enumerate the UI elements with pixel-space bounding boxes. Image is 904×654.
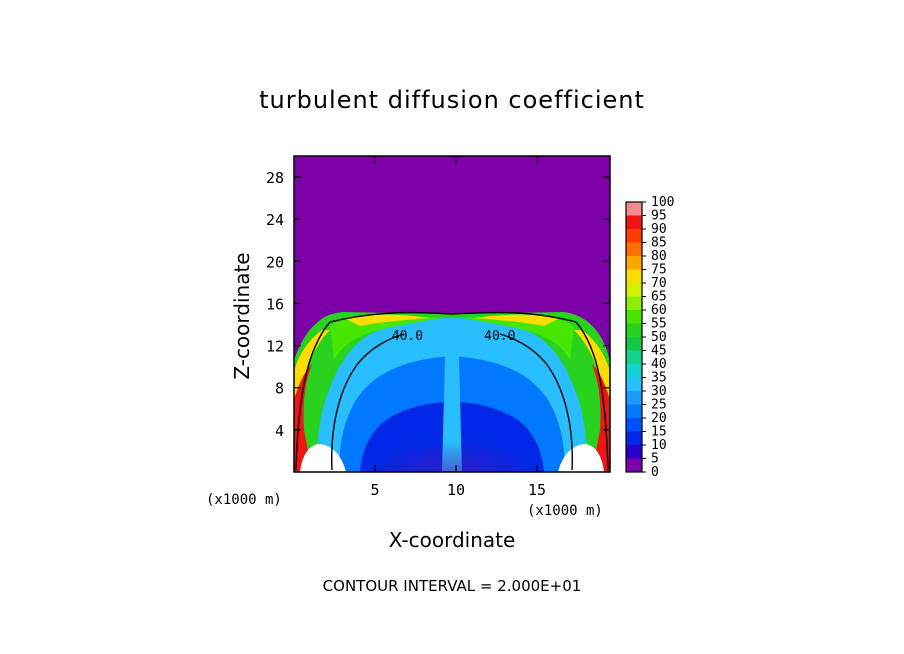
colorbar-level-label: 80 bbox=[651, 249, 667, 264]
colorbar-level-label: 40 bbox=[651, 357, 667, 372]
colorbar-level-label: 85 bbox=[651, 236, 667, 251]
ground-fade bbox=[380, 420, 524, 472]
colorbar-swatch bbox=[626, 431, 642, 445]
chart-title: turbulent diffusion coefficient bbox=[259, 86, 645, 114]
colorbar-level-label: 45 bbox=[651, 344, 667, 359]
colorbar-swatch bbox=[626, 310, 642, 324]
colorbar-swatch bbox=[626, 269, 642, 283]
colorbar-swatch bbox=[626, 458, 642, 472]
contour-value-label: 40.0 bbox=[392, 329, 423, 344]
x-tick-label: 10 bbox=[447, 481, 465, 499]
y-tick-label: 16 bbox=[266, 295, 284, 313]
colorbar-level-label: 55 bbox=[651, 317, 667, 332]
x-axis-label: X-coordinate bbox=[388, 528, 516, 552]
colorbar-swatch bbox=[626, 256, 642, 270]
contour-line-inner-left bbox=[331, 333, 405, 471]
upper-arm-right bbox=[464, 315, 574, 360]
colorbar-swatch bbox=[626, 391, 642, 405]
colorbar-swatch bbox=[626, 445, 642, 459]
colorbar-level-label: 35 bbox=[651, 371, 667, 386]
diffusion-field bbox=[294, 156, 610, 472]
colorbar-level-label: 60 bbox=[651, 303, 667, 318]
y-tick-label: 12 bbox=[266, 338, 284, 356]
colorbar-swatch bbox=[626, 215, 642, 229]
contour-label-group: 40.0 40.0 bbox=[392, 329, 516, 344]
colorbar-swatch bbox=[626, 229, 642, 243]
colorbar-level-label: 90 bbox=[651, 222, 667, 237]
tick-group: 4 8 12 16 20 24 28 5 10 15 bbox=[266, 156, 610, 499]
colorbar-swatch bbox=[626, 337, 642, 351]
colorbar-swatch bbox=[626, 242, 642, 256]
colorbar-swatch bbox=[626, 296, 642, 310]
y-tick-label: 24 bbox=[266, 211, 284, 229]
colorbar: 0510152025303540455055606570758085909510… bbox=[625, 195, 674, 480]
colorbar-level-label: 30 bbox=[651, 384, 667, 399]
colorbar-level-label: 20 bbox=[651, 411, 667, 426]
y-tick-label: 8 bbox=[275, 380, 284, 398]
colorbar-level-label: 0 bbox=[651, 465, 659, 480]
y-tick-label: 20 bbox=[266, 253, 284, 271]
y-tick-label: 28 bbox=[266, 169, 284, 187]
upper-arm-right-yellow bbox=[474, 314, 560, 326]
colorbar-level-label: 75 bbox=[651, 263, 667, 278]
colorbar-swatch bbox=[626, 202, 642, 216]
contour-line-inner-right bbox=[499, 333, 573, 471]
colorbar-level-label: 5 bbox=[651, 452, 659, 467]
colorbar-level-label: 70 bbox=[651, 276, 667, 291]
colorbar-swatch bbox=[626, 350, 642, 364]
colorbar-level-label: 25 bbox=[651, 398, 667, 413]
x-unit-note-right: (x1000 m) bbox=[527, 503, 603, 519]
colorbar-level-label: 50 bbox=[651, 330, 667, 345]
colorbar-swatch bbox=[626, 364, 642, 378]
x-unit-note-left: (x1000 m) bbox=[206, 492, 282, 508]
ground-gap-right bbox=[558, 444, 604, 472]
colorbar-swatch bbox=[626, 283, 642, 297]
x-tick-label: 15 bbox=[528, 481, 546, 499]
colorbar-swatch bbox=[626, 377, 642, 391]
y-tick-label: 4 bbox=[275, 422, 284, 440]
colorbar-swatch bbox=[626, 404, 642, 418]
contour-value-label: 40.0 bbox=[484, 329, 515, 344]
colorbar-swatch bbox=[626, 418, 642, 432]
contour-line-outer bbox=[295, 311, 609, 471]
contour-interval-note: CONTOUR INTERVAL = 2.000E+01 bbox=[322, 577, 582, 595]
colorbar-level-label: 95 bbox=[651, 209, 667, 224]
colorbar-level-label: 10 bbox=[651, 438, 667, 453]
colorbar-level-label: 100 bbox=[651, 195, 674, 210]
upper-arm-left-yellow bbox=[344, 314, 430, 326]
colorbar-swatch bbox=[626, 323, 642, 337]
plot-frame bbox=[293, 155, 611, 473]
colorbar-level-label: 15 bbox=[651, 425, 667, 440]
colorbar-level-label: 65 bbox=[651, 290, 667, 305]
upper-arm-left bbox=[330, 315, 440, 360]
ground-gap-left bbox=[300, 444, 346, 472]
x-tick-label: 5 bbox=[371, 481, 380, 499]
